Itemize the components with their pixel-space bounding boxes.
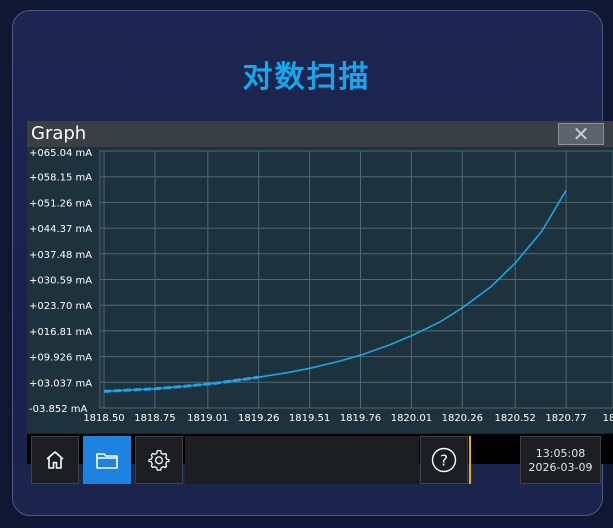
y-tick-label: +030.59 mA [29, 276, 92, 287]
help-icon: ? [431, 447, 457, 473]
home-icon [46, 451, 64, 469]
line-chart[interactable]: +065.04 mA +058.15 mA +051.26 mA +044.37 mA… [27, 147, 613, 433]
y-axis-ticks: +065.04 mA +058.15 mA +051.26 mA +044.37 mA… [29, 148, 92, 415]
clock-time: 13:05:08 [535, 447, 586, 460]
graph-panel-title: Graph [31, 123, 87, 144]
y-tick-label: -03.852 mA [29, 404, 88, 415]
series-line-overlay [103, 375, 259, 393]
x-tick-label: 1820.26 [442, 413, 483, 424]
x-tick-label: 1821. [603, 413, 613, 424]
y-tick-label: +09.926 mA [29, 353, 92, 364]
x-axis-ticks: 1818.50 1818.75 1819.01 1819.26 1819.51 1819.… [83, 413, 613, 424]
x-tick-label: 1819.26 [238, 413, 279, 424]
y-tick-label: +037.48 mA [29, 250, 92, 261]
settings-button[interactable] [135, 436, 183, 484]
chart-grid [99, 150, 613, 409]
clock-date: 2026-03-09 [528, 461, 593, 474]
y-tick-label: +03.037 mA [29, 378, 92, 389]
x-tick-label: 1820.52 [495, 413, 536, 424]
y-tick-label: +016.81 mA [29, 327, 92, 338]
clock: 13:05:08 2026-03-09 [520, 436, 601, 484]
chart-series [103, 189, 567, 393]
y-tick-label: +065.04 mA [29, 148, 92, 159]
y-tick-label: +044.37 mA [29, 224, 92, 235]
x-tick-label: 1820.77 [545, 413, 586, 424]
gear-icon [148, 449, 170, 471]
x-tick-label: 1819.01 [187, 413, 228, 424]
x-tick-label: 1820.01 [391, 413, 432, 424]
taskbar-empty-area [185, 436, 419, 484]
folder-icon [96, 453, 118, 469]
page-title: 对数扫描 [242, 60, 371, 95]
y-tick-label: +051.26 mA [29, 198, 92, 209]
x-tick-label: 1819.76 [340, 413, 381, 424]
help-button[interactable]: ? [420, 436, 468, 484]
x-tick-label: 1819.51 [289, 413, 330, 424]
series-line [103, 189, 567, 393]
x-tick-label: 1818.50 [83, 413, 124, 424]
graph-panel: Graph ✕ +065.04 mA +058.15 mA +051.26 mA +0… [27, 121, 613, 433]
taskbar-separator [469, 436, 471, 484]
graph-panel-header: Graph ✕ [27, 121, 613, 147]
y-tick-label: +058.15 mA [29, 173, 92, 184]
y-tick-label: +023.70 mA [29, 301, 92, 312]
close-button[interactable]: ✕ [558, 123, 604, 145]
help-glyph: ? [440, 452, 448, 470]
files-button[interactable] [83, 436, 131, 484]
x-tick-label: 1818.75 [134, 413, 175, 424]
home-button[interactable] [31, 436, 79, 484]
